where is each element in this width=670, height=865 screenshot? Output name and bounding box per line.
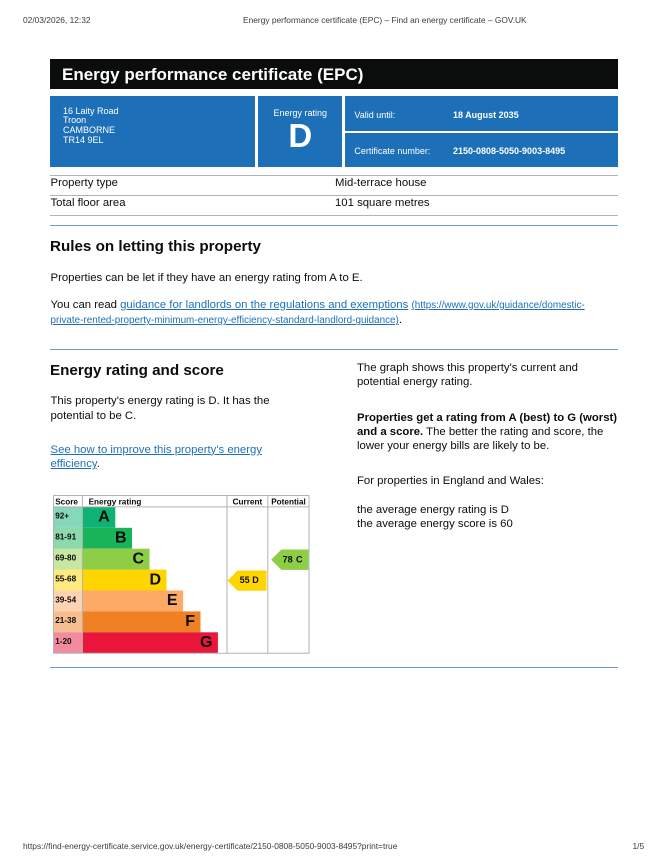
- svg-text:Score: Score: [55, 497, 78, 506]
- svg-text:81-91: 81-91: [55, 532, 76, 541]
- svg-text:B: B: [115, 529, 127, 546]
- svg-text:Energy rating: Energy rating: [89, 497, 142, 506]
- svg-text:39-54: 39-54: [55, 595, 76, 604]
- svg-text:55-68: 55-68: [55, 574, 76, 583]
- svg-text:Potential: Potential: [271, 497, 306, 506]
- svg-text:1-20: 1-20: [55, 637, 72, 646]
- svg-text:69-80: 69-80: [55, 553, 76, 562]
- svg-text:C: C: [132, 550, 144, 567]
- svg-text:G: G: [200, 634, 212, 651]
- svg-text:A: A: [98, 508, 110, 525]
- svg-text:55: 55: [240, 575, 250, 585]
- svg-text:C: C: [296, 554, 303, 564]
- svg-text:F: F: [185, 613, 195, 630]
- svg-text:Current: Current: [233, 497, 263, 506]
- svg-text:21-38: 21-38: [55, 616, 76, 625]
- svg-text:78: 78: [283, 554, 293, 564]
- svg-text:92+: 92+: [55, 511, 69, 520]
- svg-text:D: D: [252, 575, 259, 585]
- svg-text:E: E: [167, 592, 178, 609]
- svg-text:D: D: [149, 571, 161, 588]
